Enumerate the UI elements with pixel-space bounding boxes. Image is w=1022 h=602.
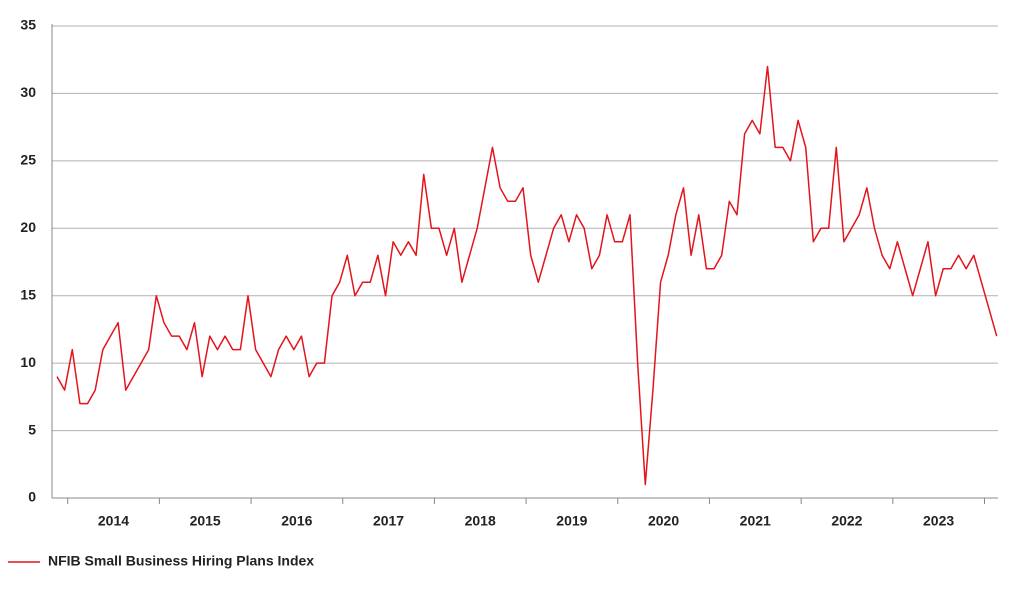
x-tick-label: 2017 [373,513,404,529]
legend-label: NFIB Small Business Hiring Plans Index [48,553,314,569]
x-tick-label: 2023 [923,513,954,529]
x-tick-label: 2022 [831,513,862,529]
x-tick-label: 2016 [281,513,312,529]
x-tick-label: 2021 [740,513,771,529]
x-tick-label: 2015 [190,513,221,529]
y-tick-label: 25 [20,152,36,168]
x-tick-label: 2019 [556,513,587,529]
y-tick-label: 35 [20,17,36,33]
y-tick-label: 20 [20,219,36,235]
x-tick-label: 2014 [98,513,129,529]
y-tick-label: 10 [20,354,36,370]
x-tick-label: 2020 [648,513,679,529]
y-tick-label: 15 [20,286,36,302]
x-tick-label: 2018 [465,513,496,529]
data-line [56,65,998,486]
y-tick-label: 30 [20,84,36,100]
y-tick-label: 0 [28,489,36,505]
y-tick-label: 5 [28,421,36,437]
